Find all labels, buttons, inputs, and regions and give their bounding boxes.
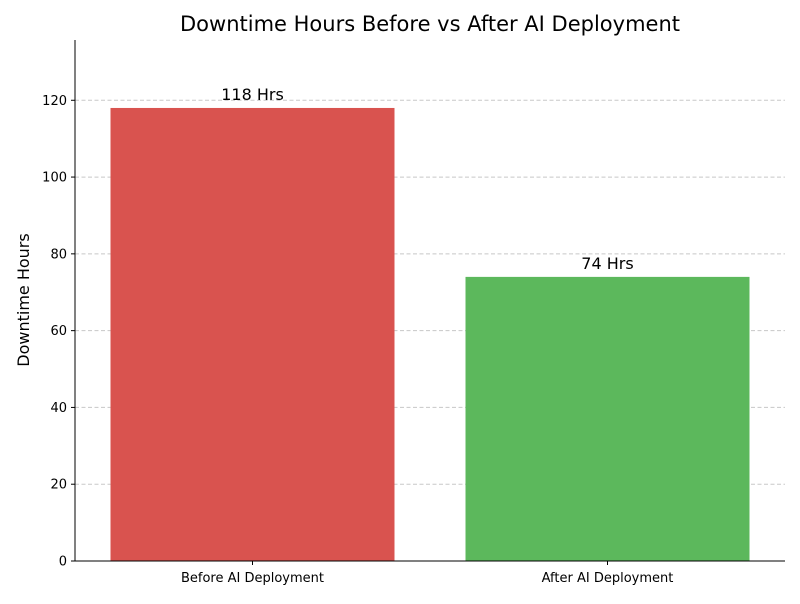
data-label: 74 Hrs: [581, 254, 633, 273]
y-ticks: 0 20 40 60 80 100 120: [42, 94, 75, 570]
y-axis-label: Downtime Hours: [14, 233, 33, 366]
y-tick-label: 100: [42, 171, 67, 186]
data-label: 118 Hrs: [221, 85, 284, 104]
data-labels: 118 Hrs 74 Hrs: [221, 85, 633, 273]
y-tick-label: 20: [50, 478, 67, 493]
y-tick-label: 0: [59, 555, 67, 570]
y-tick-label: 80: [50, 247, 67, 262]
y-tick-label: 40: [50, 401, 67, 416]
y-tick-label: 120: [42, 94, 67, 109]
x-tick-label: After AI Deployment: [542, 571, 674, 586]
x-tick-label: Before AI Deployment: [181, 571, 324, 586]
chart-title: Downtime Hours Before vs After AI Deploy…: [180, 12, 680, 36]
bar: [465, 276, 750, 561]
x-ticks: Before AI Deployment After AI Deployment: [181, 561, 673, 586]
bars: [110, 107, 750, 562]
y-tick-label: 60: [50, 324, 67, 339]
bar: [110, 107, 395, 562]
